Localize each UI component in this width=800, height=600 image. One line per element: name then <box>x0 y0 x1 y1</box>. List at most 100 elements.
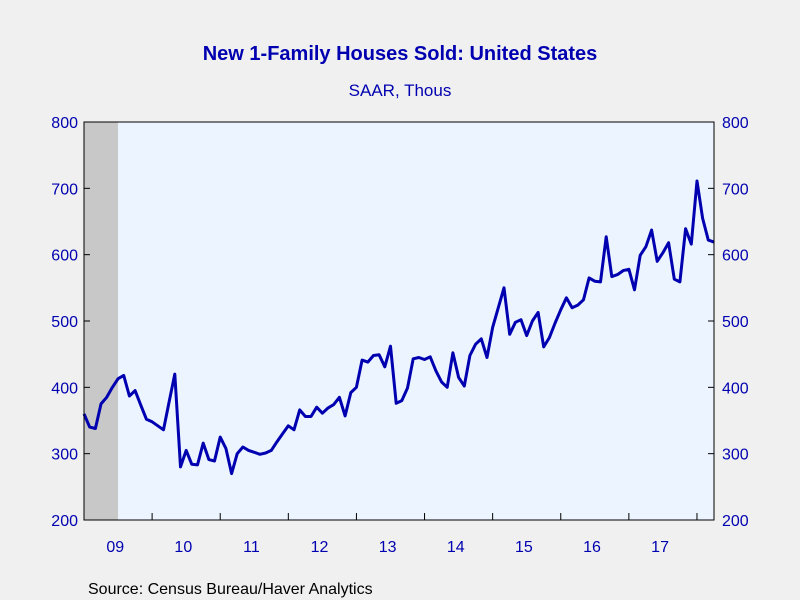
y-tick-label-right: 300 <box>722 447 749 464</box>
data-point <box>185 449 187 451</box>
data-point <box>492 327 494 329</box>
data-point <box>475 343 477 345</box>
x-tick-label: 14 <box>447 539 465 556</box>
y-tick-label-left: 600 <box>51 248 78 265</box>
data-point <box>543 346 545 348</box>
data-point <box>548 337 550 339</box>
data-point <box>140 404 142 406</box>
data-point <box>100 403 102 405</box>
y-tick-label-left: 500 <box>51 314 78 331</box>
data-point <box>702 217 704 219</box>
data-point <box>117 378 119 380</box>
data-point <box>424 359 425 360</box>
data-point <box>327 407 329 409</box>
data-point <box>560 309 562 311</box>
data-point <box>463 385 465 387</box>
data-point <box>219 436 221 438</box>
data-point <box>208 459 210 461</box>
plot-frame <box>83 121 715 521</box>
data-point <box>282 433 284 435</box>
data-point <box>384 366 386 368</box>
data-point <box>605 236 607 238</box>
data-point <box>520 319 522 321</box>
data-point <box>600 281 601 283</box>
data-point <box>429 356 431 358</box>
data-point <box>645 246 647 248</box>
y-tick-label-left: 700 <box>51 181 78 198</box>
data-point <box>157 425 159 427</box>
x-tick-label: 12 <box>311 539 329 556</box>
data-point <box>395 402 397 404</box>
y-axis-left: 200 300 400 500 600 700 800 <box>51 115 90 530</box>
y-tick-label-left: 800 <box>51 115 78 132</box>
y-tick-label-right: 600 <box>722 248 749 265</box>
y-tick-label-right: 700 <box>722 181 749 198</box>
data-point <box>617 274 618 276</box>
data-point <box>526 335 528 337</box>
data-point <box>231 473 233 475</box>
series-line <box>82 179 715 476</box>
data-point <box>668 242 670 244</box>
x-tick-label: 13 <box>379 539 397 556</box>
data-point <box>690 243 692 245</box>
data-point <box>634 289 635 291</box>
data-point <box>168 401 170 403</box>
data-point <box>537 311 539 313</box>
y-tick-label-right: 500 <box>722 314 749 331</box>
data-point <box>333 404 335 406</box>
y-tick-label-right: 200 <box>722 513 749 530</box>
data-point <box>151 421 153 423</box>
y-tick-label-right: 400 <box>722 380 749 397</box>
data-point <box>304 416 306 417</box>
data-point <box>651 229 653 231</box>
data-point <box>588 277 590 279</box>
data-point <box>338 396 340 398</box>
chart-title: New 1-Family Houses Sold: United States <box>203 43 598 65</box>
x-tick-label: 11 <box>243 539 260 556</box>
data-point <box>344 415 346 417</box>
data-point <box>503 287 505 289</box>
data-point <box>373 355 374 356</box>
data-point <box>554 322 556 324</box>
data-points <box>83 180 715 475</box>
data-point <box>197 464 198 466</box>
data-point <box>628 268 630 270</box>
data-point <box>236 453 238 455</box>
data-point <box>514 321 516 323</box>
data-point <box>571 307 573 309</box>
data-point <box>248 449 250 451</box>
data-point <box>594 280 596 282</box>
y-tick-label-left: 300 <box>51 447 78 464</box>
x-tick-label: 15 <box>515 539 533 556</box>
data-point <box>407 387 408 389</box>
data-point <box>174 373 176 375</box>
data-point <box>446 386 448 388</box>
source-note: Source: Census Bureau/Haver Analytics <box>88 581 373 598</box>
data-point <box>622 270 624 272</box>
data-point <box>639 254 641 256</box>
data-point <box>441 381 443 383</box>
data-point <box>310 416 312 417</box>
data-point <box>287 425 289 427</box>
data-point <box>145 418 147 420</box>
data-point <box>679 281 681 283</box>
data-point <box>202 442 204 444</box>
data-point <box>270 449 272 451</box>
data-point <box>577 304 579 306</box>
data-point <box>469 355 471 356</box>
data-point <box>378 354 380 356</box>
data-point <box>134 390 136 392</box>
data-point <box>486 357 488 358</box>
data-point <box>435 370 437 372</box>
data-point <box>94 428 96 429</box>
data-point <box>128 395 130 397</box>
data-point <box>480 338 482 340</box>
data-point <box>707 239 709 241</box>
data-point <box>367 361 369 363</box>
data-point <box>583 299 584 301</box>
data-point <box>565 297 567 299</box>
data-point <box>163 429 164 431</box>
data-point <box>293 429 295 431</box>
data-point <box>89 426 91 428</box>
